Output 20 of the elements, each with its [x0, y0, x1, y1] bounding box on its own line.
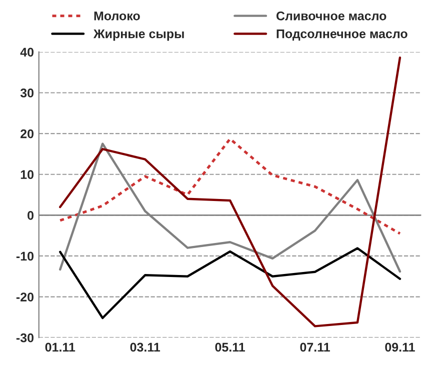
x-tick-label: 05.11 [215, 342, 245, 352]
line-series [58, 138, 402, 235]
x-tick-label: 07.11 [300, 342, 330, 352]
y-tick-label: 30 [20, 88, 34, 98]
line-series [59, 247, 402, 320]
legend-label: Подсолнечное масло [276, 29, 408, 41]
legend-label: Сливочное масло [276, 11, 386, 20]
y-tick-label: -30 [16, 333, 34, 342]
x-tick-label: 01.11 [45, 342, 76, 352]
y-tick-label: -10 [16, 252, 34, 261]
y-tick-label: 0 [28, 210, 34, 220]
line-series [59, 56, 402, 328]
y-tick-label: 20 [20, 129, 34, 138]
x-tick-label: 09.11 [385, 342, 415, 352]
x-tick-label: 03.11 [130, 342, 160, 352]
legend-label: Молоко [94, 12, 140, 20]
legend-label: Жирные сыры [93, 29, 184, 41]
y-tick-label: -20 [16, 292, 34, 302]
y-tick-label: 10 [20, 170, 34, 180]
y-tick-label: 40 [20, 48, 34, 57]
